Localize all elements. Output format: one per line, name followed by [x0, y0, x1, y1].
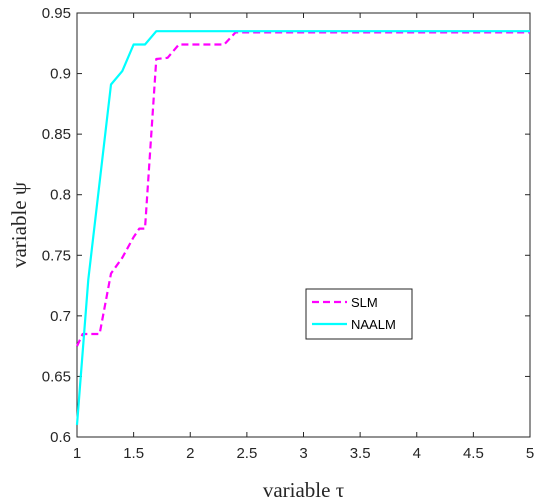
legend-box	[305, 288, 413, 340]
x-tick-label: 3.5	[350, 445, 371, 462]
x-tick-label: 4	[413, 445, 421, 462]
series-line-slm	[76, 31, 530, 347]
y-tick-label: 0.6	[50, 429, 71, 446]
y-tick-label: 0.85	[42, 126, 71, 143]
series-line-naalm	[75, 30, 530, 425]
x-axis-title: variable τ	[263, 478, 344, 502]
legend-label-naalm: NAALM	[351, 317, 396, 332]
x-axis: 1 1.5 2 2.5 3 3.5 4 4.5 5	[73, 13, 534, 462]
y-tick-label: 0.7	[50, 308, 71, 325]
x-tick-label: 4.5	[463, 445, 484, 462]
series-layer	[75, 30, 530, 425]
y-axis: 0.6 0.65 0.7 0.75 0.8 0.85 0.9 0.95	[42, 5, 530, 446]
y-tick-label: 0.75	[42, 247, 71, 264]
x-tick-label: 1	[73, 445, 81, 462]
y-axis-title: variable ψ	[7, 182, 31, 268]
x-tick-label: 1.5	[123, 445, 144, 462]
y-tick-label: 0.9	[50, 66, 71, 83]
x-tick-label: 5	[526, 445, 534, 462]
plot-area	[76, 12, 531, 438]
legend-label-slm: SLM	[351, 295, 378, 310]
legend: SLM NAALM	[305, 288, 413, 340]
y-tick-label: 0.65	[42, 368, 71, 385]
x-tick-label: 2	[186, 445, 194, 462]
x-tick-label: 3	[299, 445, 307, 462]
y-tick-label: 0.8	[50, 187, 71, 204]
y-tick-label: 0.95	[42, 5, 71, 22]
x-tick-label: 2.5	[236, 445, 257, 462]
